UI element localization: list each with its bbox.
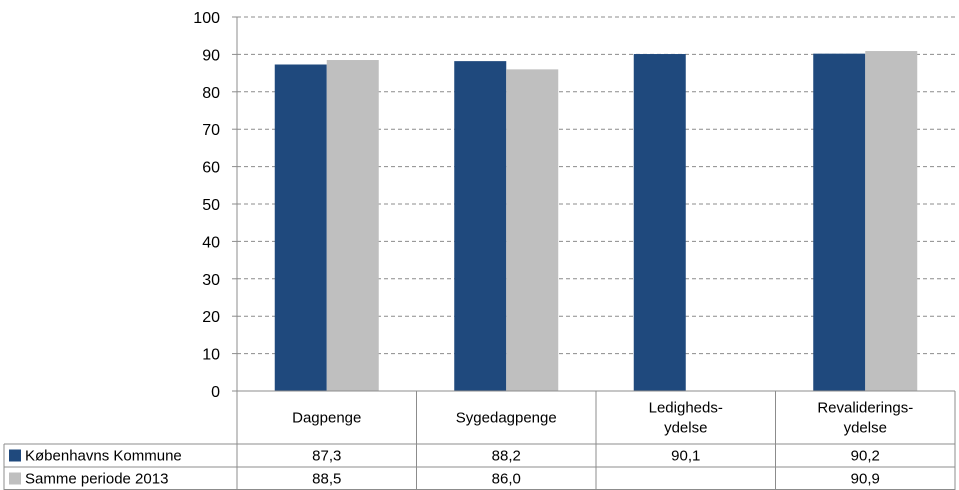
- bar-kobenhavn: [454, 61, 507, 392]
- bar-samme-periode: [506, 69, 559, 392]
- bar-kobenhavn: [274, 64, 327, 392]
- bar-kobenhavn: [813, 53, 866, 391]
- y-tick-label: 10: [202, 347, 220, 364]
- data-table-value: 90,2: [851, 448, 880, 465]
- bar-samme-periode: [326, 60, 379, 391]
- y-tick-label: 30: [202, 272, 220, 289]
- category-label: Ledigheds-: [649, 400, 723, 417]
- y-tick-label: 20: [202, 309, 220, 326]
- category-label: ydelse: [844, 420, 887, 437]
- y-tick-label: 90: [202, 47, 220, 64]
- y-tick-label: 100: [193, 10, 220, 27]
- bar-kobenhavn: [633, 54, 686, 391]
- data-table-value: 88,5: [312, 471, 341, 488]
- legend-label: Samme periode 2013: [25, 471, 168, 488]
- bar-samme-periode: [865, 51, 918, 392]
- category-label: Revaliderings-: [817, 400, 913, 417]
- bars: [274, 51, 918, 392]
- data-table-value: 88,2: [492, 448, 521, 465]
- y-tick-label: 40: [202, 234, 220, 251]
- data-table-value: 86,0: [492, 471, 521, 488]
- legend-swatch: [9, 472, 21, 485]
- data-table-value: 87,3: [312, 448, 341, 465]
- category-label: Sygedagpenge: [456, 410, 557, 427]
- legend-swatch: [9, 449, 21, 462]
- y-tick-label: 70: [202, 122, 220, 139]
- data-table: Dagpenge Sygedagpenge Ledigheds-ydelse Reva…: [3, 391, 956, 490]
- y-axis-ticks: 0 10 20 30 40 50 60 70 80 90 100: [193, 10, 237, 401]
- legend-label: Københavns Kommune: [25, 448, 182, 465]
- y-tick-label: 50: [202, 197, 220, 214]
- y-tick-label: 80: [202, 85, 220, 102]
- category-label: ydelse: [664, 420, 707, 437]
- category-label: Dagpenge: [292, 410, 361, 427]
- data-table-value: 90,9: [851, 471, 880, 488]
- y-tick-label: 0: [211, 384, 220, 401]
- data-table-value: 90,1: [671, 448, 700, 465]
- y-tick-label: 60: [202, 160, 220, 177]
